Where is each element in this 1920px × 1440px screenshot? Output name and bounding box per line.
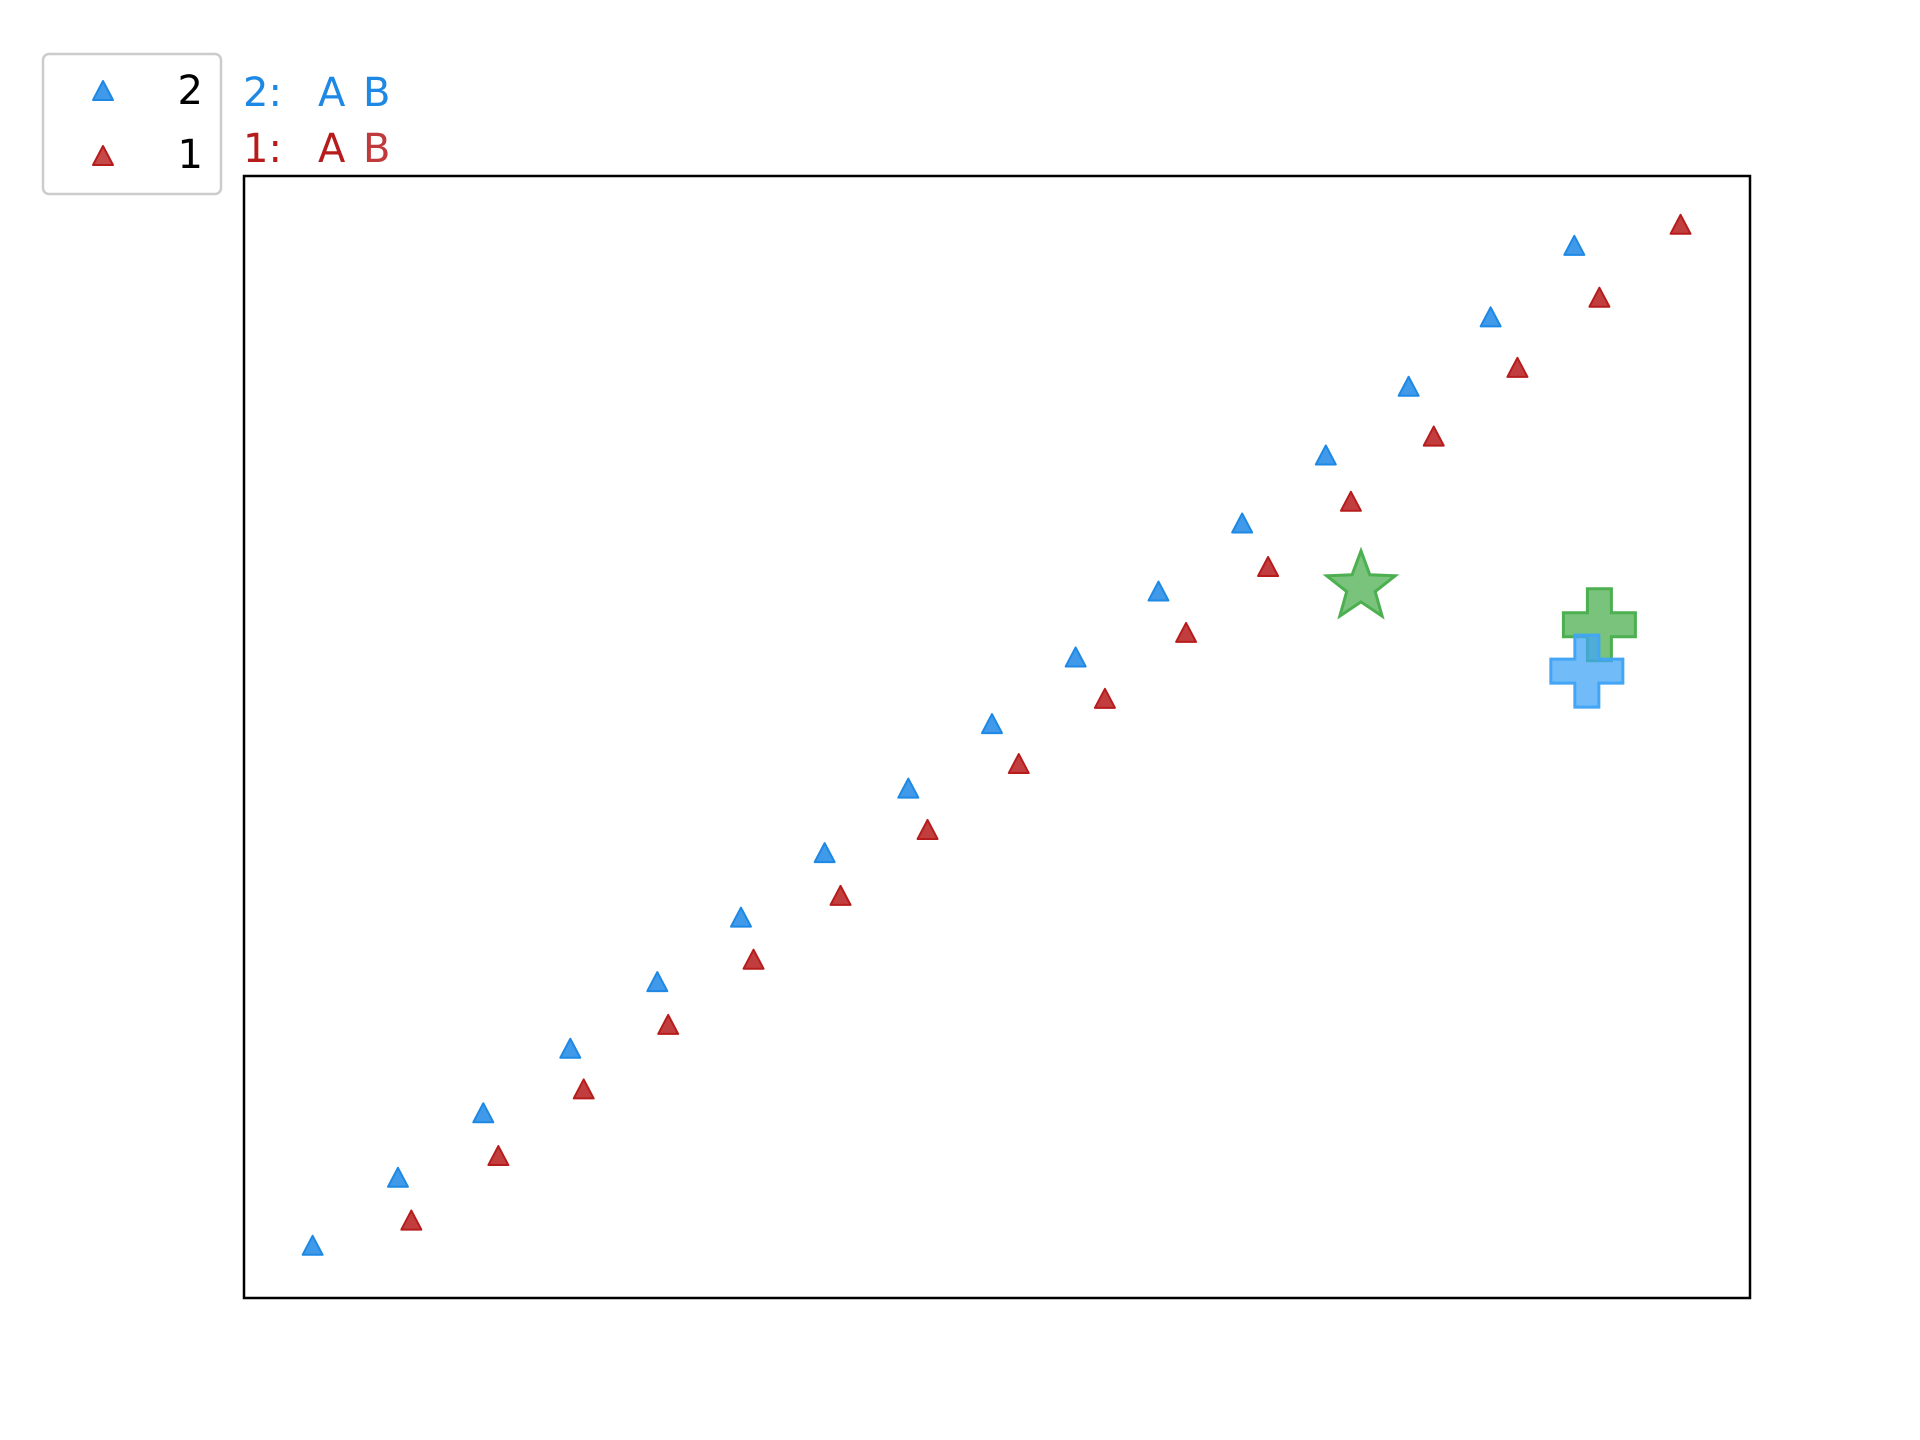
- series-2-point: [301, 1234, 324, 1256]
- series-annotations: 2: A B 1: A B: [243, 70, 390, 172]
- series-2-point: [472, 1102, 495, 1124]
- series-1-point: [1422, 425, 1445, 447]
- annotation-series-1-b: B: [363, 126, 390, 172]
- star-marker: [1322, 546, 1400, 620]
- series-1-point: [829, 884, 852, 906]
- plot-area: [242, 174, 1752, 1300]
- series-2-point: [559, 1037, 582, 1059]
- legend-box: [41, 52, 223, 196]
- series-1-point: [1257, 555, 1280, 577]
- plus-marker: [1549, 633, 1625, 709]
- legend-marker-series-2: [92, 80, 114, 101]
- series-1-point: [1669, 213, 1692, 235]
- series-1-point: [1339, 490, 1362, 512]
- annotation-series-2-b: B: [363, 70, 390, 116]
- series-1-point: [916, 818, 939, 840]
- series-2-point: [1231, 512, 1254, 534]
- series-2-point: [646, 971, 669, 993]
- annotation-series-2-a: A: [318, 70, 346, 116]
- series-2-point: [1479, 306, 1502, 328]
- series-1-point: [400, 1209, 423, 1231]
- series-1-point: [742, 948, 765, 970]
- series-1-point: [572, 1078, 595, 1100]
- series-1-point: [1007, 753, 1030, 775]
- series-2-point: [386, 1166, 409, 1188]
- series-1-point: [657, 1013, 680, 1035]
- series-1-point: [1506, 356, 1529, 378]
- series-1-point: [1588, 286, 1611, 308]
- series-2-point: [729, 906, 752, 928]
- series-2-point: [1147, 580, 1170, 602]
- legend-label-series-2: 2: [178, 68, 203, 114]
- annotation-series-2-prefix: 2:: [243, 70, 282, 116]
- series-1-point: [487, 1145, 510, 1167]
- series-2-point: [1563, 234, 1586, 256]
- series-2-point: [897, 777, 920, 799]
- series-2-point: [1064, 646, 1087, 668]
- legend: 2 1: [41, 52, 223, 196]
- series-1-point: [1093, 687, 1116, 709]
- annotation-series-1-a: A: [318, 126, 346, 172]
- series-2-point: [813, 842, 836, 864]
- series-1-point: [1175, 621, 1198, 643]
- series-2-point: [1314, 444, 1337, 466]
- series-2-point: [1397, 375, 1420, 397]
- legend-marker-series-1: [92, 145, 114, 166]
- chart-marks: [301, 213, 1692, 1256]
- annotation-series-1-prefix: 1:: [243, 126, 282, 172]
- series-2-point: [980, 713, 1003, 735]
- legend-label-series-1: 1: [178, 132, 203, 178]
